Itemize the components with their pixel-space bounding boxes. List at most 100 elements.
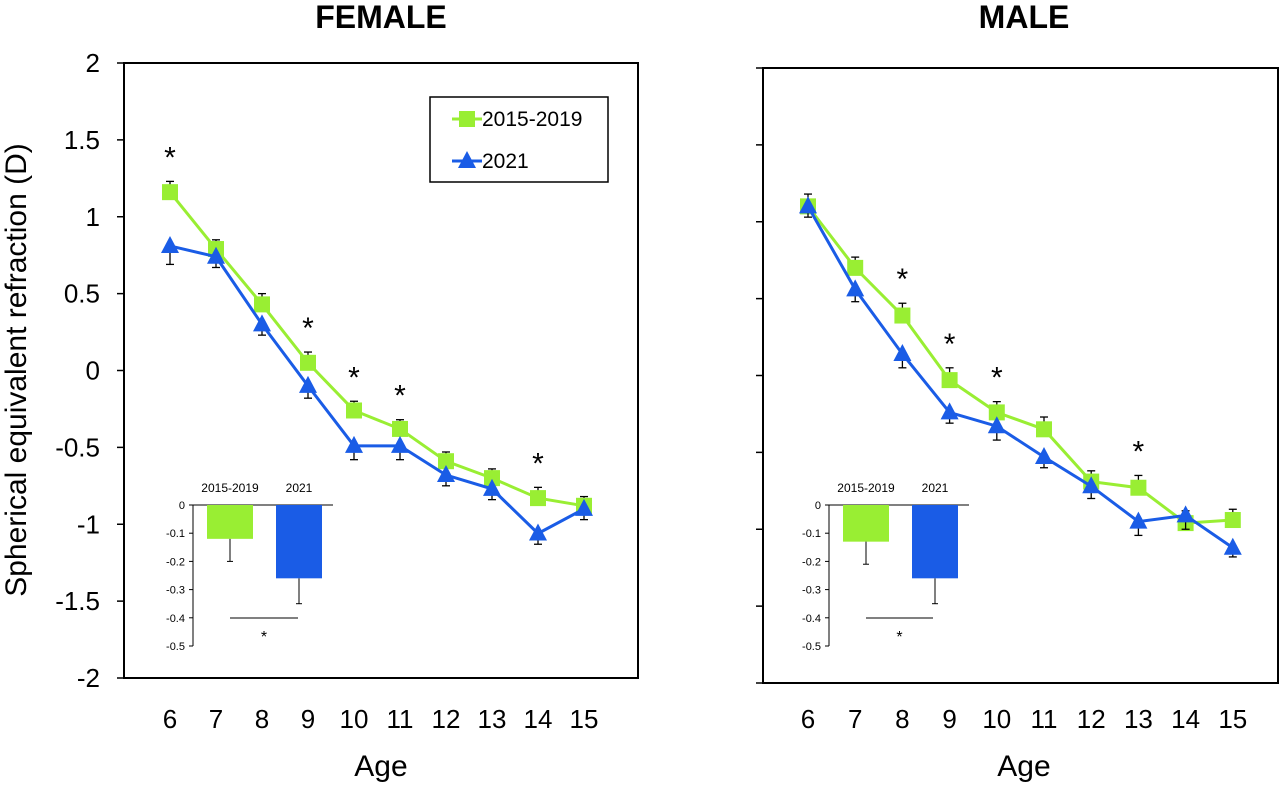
inset-y-tick-label: -0.3 xyxy=(166,585,185,597)
data-point xyxy=(161,235,179,253)
x-tick-label: 14 xyxy=(1171,704,1200,734)
x-tick-label: 11 xyxy=(387,704,414,734)
data-point xyxy=(988,404,1005,421)
data-point xyxy=(392,420,408,437)
y-tick-label: -2 xyxy=(77,663,100,693)
legend-marker xyxy=(459,111,475,127)
data-point xyxy=(893,343,912,361)
inset-bar-chart: 0 -0.1 -0.2 -0.3 -0.4 -0.5 2015-2019 2021 * xyxy=(802,481,969,653)
data-point xyxy=(484,470,500,487)
data-point xyxy=(162,184,178,201)
data-point xyxy=(254,296,270,313)
x-tick-label: 15 xyxy=(1218,704,1247,734)
data-point xyxy=(799,196,817,214)
data-point xyxy=(1176,505,1195,523)
inset-significance-star: * xyxy=(261,629,267,646)
plot-frame xyxy=(762,67,1279,684)
x-tick-label: 7 xyxy=(848,704,862,734)
inset-bar xyxy=(912,505,958,579)
x-axis-title: Age xyxy=(354,750,407,783)
series-2021 xyxy=(161,235,593,545)
data-point xyxy=(530,490,546,507)
series-line xyxy=(168,191,585,508)
y-axis-title: Spherical equivalent refraction (D) xyxy=(0,143,33,597)
data-point xyxy=(847,259,864,276)
data-point xyxy=(1130,479,1147,496)
inset-y-tick-label: -0.5 xyxy=(802,641,821,653)
significance-star: * xyxy=(302,312,314,345)
inset-category-label: 2015-2019 xyxy=(837,481,895,495)
data-point xyxy=(1223,537,1242,555)
male-panel: MALE 6 7 8 9 10 11 12 13 14 15 Age * * * * 0 -0.1 -0.2 -0.3… xyxy=(756,0,1279,783)
x-tick-label: 8 xyxy=(895,704,909,734)
inset-y-tick-label: -0.5 xyxy=(166,641,185,653)
inset-significance-star: * xyxy=(896,629,902,646)
significance-star: * xyxy=(348,361,360,394)
x-tick-label: 13 xyxy=(1124,704,1153,734)
inset-bar xyxy=(843,505,889,542)
series-line xyxy=(169,244,585,536)
x-tick-label: 14 xyxy=(524,704,553,734)
data-point xyxy=(1082,476,1101,494)
x-tick-label: 13 xyxy=(478,704,507,734)
x-tick-label: 12 xyxy=(432,704,461,734)
y-tick-label: 0 xyxy=(86,356,100,386)
x-tick-label: 7 xyxy=(209,704,223,734)
data-point xyxy=(483,478,501,496)
series-line xyxy=(806,205,1233,525)
y-tick-label: 1 xyxy=(86,202,100,232)
data-point xyxy=(1129,511,1148,529)
panel-title: MALE xyxy=(979,0,1070,35)
inset-bar xyxy=(276,505,322,579)
y-tick-label: 2 xyxy=(86,48,100,78)
inset-y-tick-label: 0 xyxy=(815,500,821,512)
data-point xyxy=(1036,421,1052,438)
x-tick-label: 9 xyxy=(942,704,956,734)
data-point xyxy=(941,372,958,389)
y-tick-label: 0.5 xyxy=(64,279,100,309)
x-tick-label: 15 xyxy=(570,704,599,734)
data-point xyxy=(529,523,547,541)
inset-y-tick-label: -0.3 xyxy=(802,585,821,597)
x-tick-label: 9 xyxy=(301,704,315,734)
significance-star: * xyxy=(1133,435,1145,468)
x-tick-label: 10 xyxy=(982,704,1011,734)
data-point xyxy=(299,375,317,393)
panel-title: FEMALE xyxy=(315,0,447,35)
data-point xyxy=(1224,512,1241,529)
inset-y-tick-label: -0.1 xyxy=(166,528,185,540)
data-point xyxy=(438,453,454,470)
significance-star: * xyxy=(532,447,544,480)
y-tick-label: -1.5 xyxy=(55,586,100,616)
data-point xyxy=(207,246,225,264)
inset-category-label: 2021 xyxy=(286,481,313,495)
inset-y-tick-label: -0.2 xyxy=(166,556,185,568)
legend: 2015-2019 2021 xyxy=(429,96,609,183)
inset-y-tick-label: 0 xyxy=(179,500,185,512)
series-line xyxy=(806,205,1234,549)
series-2015-2019 xyxy=(162,180,592,514)
inset-y-tick-label: -0.1 xyxy=(802,528,821,540)
x-tick-label: 11 xyxy=(1031,704,1058,734)
data-point xyxy=(940,402,959,420)
series-2021 xyxy=(799,196,1242,558)
inset-y-tick-label: -0.2 xyxy=(802,556,821,568)
inset-category-label: 2015-2019 xyxy=(201,481,259,495)
x-axis-title: Age xyxy=(997,750,1050,783)
inset-category-label: 2021 xyxy=(922,481,949,495)
data-point xyxy=(894,307,911,324)
significance-star: * xyxy=(944,328,956,361)
data-point xyxy=(1035,446,1053,464)
data-point xyxy=(346,402,362,419)
data-point xyxy=(391,435,409,453)
y-tick-label: -1 xyxy=(77,509,100,539)
inset-bar-chart: 0 -0.1 -0.2 -0.3 -0.4 -0.5 2015-2019 2021 * xyxy=(166,481,333,653)
female-panel: FEMALE 2 1.5 1 0.5 0 -0.5 -1 -1.5 -2 6 7 8 9 10 11 12 13 1… xyxy=(0,0,639,783)
data-point xyxy=(300,354,316,371)
legend-marker xyxy=(458,151,476,168)
legend-label: 2021 xyxy=(482,150,529,173)
y-tick-label: 1.5 xyxy=(64,125,100,155)
data-point xyxy=(345,435,363,453)
significance-star: * xyxy=(164,141,176,174)
significance-star: * xyxy=(394,380,406,413)
